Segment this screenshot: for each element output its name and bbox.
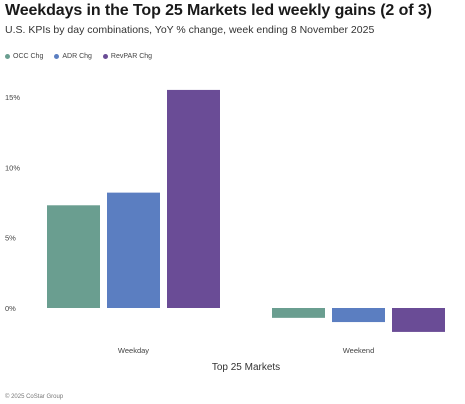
- bar-weekday-occ-chg: [47, 205, 100, 308]
- y-tick-label: 5%: [5, 234, 16, 243]
- copyright-footer: © 2025 CoStar Group: [5, 394, 64, 400]
- legend-swatch-revpar: [102, 54, 108, 59]
- y-tick-label: 10%: [5, 163, 20, 172]
- x-axis-label: Top 25 Markets: [212, 362, 280, 373]
- y-tick-label: 15%: [5, 93, 20, 102]
- y-tick-label: 0%: [5, 304, 16, 313]
- legend-swatch-adr: [54, 54, 60, 59]
- chart-subtitle: U.S. KPIs by day combinations, YoY % cha…: [5, 24, 375, 36]
- legend-item-occ: OCC Chg: [5, 53, 43, 60]
- bar-weekday-revpar-chg: [167, 89, 220, 308]
- legend-label-adr: ADR Chg: [62, 53, 92, 60]
- legend: OCC Chg ADR Chg RevPAR Chg: [5, 53, 152, 60]
- bar-weekend-adr-chg: [332, 308, 385, 323]
- bar-weekday-adr-chg: [107, 192, 160, 308]
- legend-label-revpar: RevPAR Chg: [110, 53, 153, 60]
- chart-title: Weekdays in the Top 25 Markets led weekl…: [5, 2, 432, 19]
- x-category-label: Weekend: [343, 346, 375, 355]
- legend-item-revpar: RevPAR Chg: [102, 53, 153, 60]
- bar-weekend-revpar-chg: [392, 308, 445, 332]
- legend-item-adr: ADR Chg: [54, 53, 92, 60]
- legend-swatch-occ: [5, 54, 10, 59]
- bar-weekend-occ-chg: [272, 308, 325, 318]
- legend-label-occ: OCC Chg: [13, 53, 44, 60]
- x-category-label: Weekday: [118, 346, 149, 355]
